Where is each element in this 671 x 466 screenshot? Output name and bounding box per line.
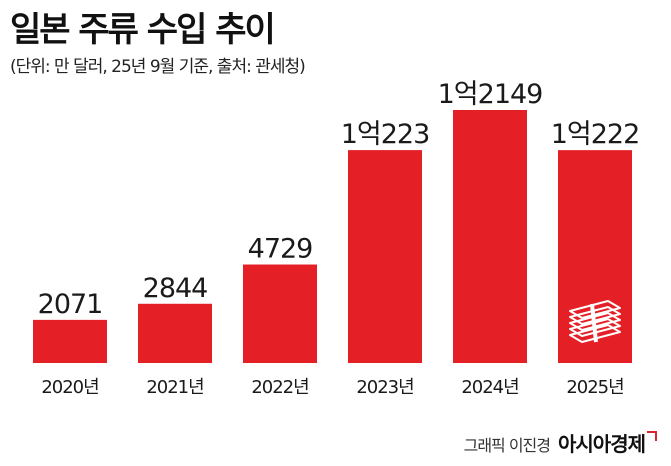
bar-2021년 — [138, 303, 212, 363]
bar-2023년 — [348, 150, 422, 363]
category-label: 2023년 — [356, 377, 413, 398]
graphic-credit: 그래픽 이진경 — [463, 436, 551, 455]
value-label: 4729 — [248, 234, 313, 265]
bar-2022년 — [243, 264, 317, 363]
category-label: 2024년 — [461, 377, 518, 398]
chart-title: 일본 주류 수입 추이 — [10, 10, 276, 50]
category-label: 2020년 — [41, 377, 98, 398]
brand-logo: 아시아경제 — [558, 428, 657, 457]
chart-subtitle: (단위: 만 달러, 25년 9월 기준, 출처: 관세청) — [10, 57, 306, 77]
value-label: 1억2149 — [438, 79, 543, 110]
bar-2020년 — [33, 319, 107, 363]
value-label: 1억222 — [551, 119, 640, 150]
money-stack-icon — [569, 300, 621, 343]
bar-chart: 2071 2020년 2844 2021년 4729 2022년 1억223 2023년 1억2… — [33, 79, 640, 398]
category-label: 2022년 — [251, 377, 308, 398]
bar-2024년 — [453, 110, 527, 363]
brand-mark-icon — [647, 431, 657, 441]
value-label: 2071 — [38, 289, 103, 320]
value-label: 1억223 — [341, 119, 430, 150]
value-label: 2844 — [143, 273, 208, 304]
category-label: 2025년 — [566, 377, 623, 398]
category-label: 2021년 — [146, 377, 203, 398]
credit: 그래픽 이진경 아시아경제 — [464, 428, 657, 457]
brand-name: 아시아경제 — [558, 432, 646, 456]
